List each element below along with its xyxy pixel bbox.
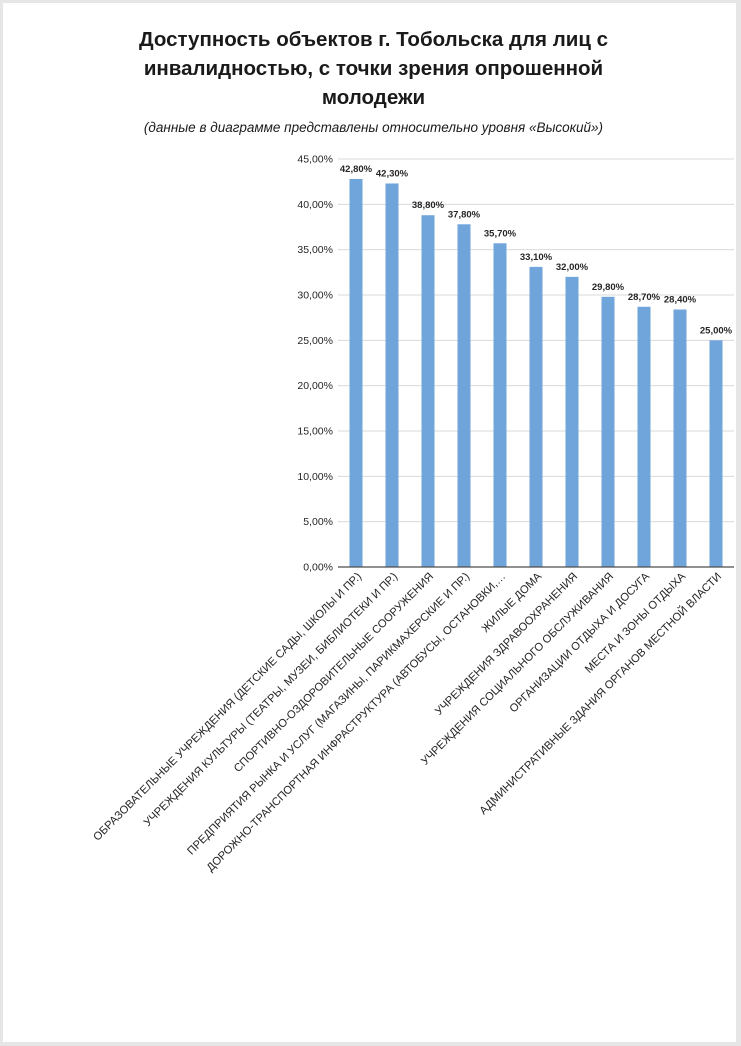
data-label: 42,30% [376,168,409,179]
data-label: 35,70% [484,228,517,239]
data-label: 38,80% [412,200,445,211]
bar [349,178,363,568]
y-tick-label: 15,00% [297,426,333,438]
data-label: 25,00% [700,325,733,336]
y-tick-label: 5,00% [303,516,333,528]
chart-title: Доступность объектов г. Тобольска для ли… [43,25,704,112]
data-label: 33,10% [520,252,553,263]
y-tick-label: 45,00% [297,154,333,166]
y-tick-label: 30,00% [297,290,333,302]
y-tick-label: 40,00% [297,199,333,211]
bar [673,309,687,567]
y-tick-label: 10,00% [297,471,333,483]
y-tick-label: 0,00% [303,562,333,574]
bar [637,306,651,567]
data-label: 37,80% [448,209,481,220]
data-label: 29,80% [592,282,625,293]
data-label: 28,70% [628,292,661,303]
bar [565,276,579,567]
chart-title-line-2: инвалидностью, с точки зрения опрошенной [143,57,604,80]
bar [529,266,543,567]
data-label: 32,00% [556,262,589,273]
bar [421,215,435,568]
chart-title-line-3: молодежи [321,86,426,109]
bar [493,243,507,567]
chart-title-line-1: Доступность объектов г. Тобольска для ли… [138,28,609,51]
bar [601,296,615,567]
chart-subtitle: (данные в диаграмме представлены относит… [143,120,604,135]
y-tick-label: 25,00% [297,335,333,347]
data-label: 28,40% [664,295,697,306]
category-label: ОБРАЗОВАТЕЛЬНЫЕ УЧРЕЖДЕНИЯ (ДЕТСКИЕ САДЫ… [91,570,364,843]
y-tick-label: 20,00% [297,380,333,392]
data-label: 42,80% [340,164,373,175]
bar [385,183,399,568]
bar [709,340,723,567]
y-tick-label: 35,00% [297,244,333,256]
category-label: УЧРЕЖДЕНИЯ КУЛЬТУРЫ (ТЕАТРЫ, МУЗЕИ, БИБЛ… [142,570,401,829]
bar [457,224,471,567]
